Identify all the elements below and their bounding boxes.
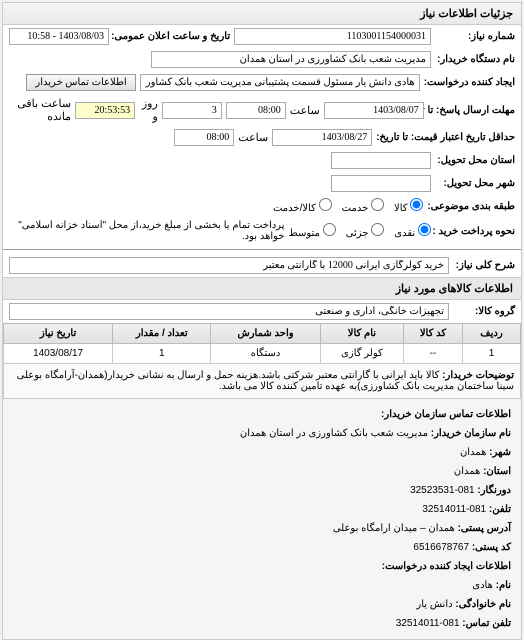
col-name: نام کالا <box>320 324 403 344</box>
creator-field <box>140 74 420 91</box>
deadline-label: مهلت ارسال پاسخ: تا تاریخ: <box>428 105 515 116</box>
items-table: ردیف کد کالا نام کالا واحد شمارش تعداد /… <box>3 323 521 399</box>
pay-label: نحوه پرداخت خرید : <box>435 226 515 237</box>
needno-field <box>234 28 431 45</box>
days-field <box>162 102 222 119</box>
buyer-label: نام دستگاه خریدار: <box>435 54 515 65</box>
remain-label: ساعت باقی مانده <box>9 97 71 123</box>
pay-radio-a[interactable] <box>418 223 431 236</box>
creator-contact-title: اطلاعات ایجاد کننده درخواست: <box>382 561 511 572</box>
col-date: تاریخ نیاز <box>4 324 113 344</box>
contact-title: اطلاعات تماس سازمان خریدار: <box>381 409 511 420</box>
buyer-field <box>151 51 431 68</box>
pay-radio-c[interactable] <box>323 223 336 236</box>
table-note-row: توضیحات خریدار: کالا باید ایرانی با گارا… <box>4 364 521 399</box>
class-radio-service[interactable] <box>371 198 384 211</box>
creator-label: ایجاد کننده درخواست: <box>424 77 515 88</box>
table-row: 1 -- کولر گازی دستگاه 1 1403/08/17 <box>4 344 521 364</box>
validity-time-field <box>174 129 234 146</box>
class-radio-group: کالا خدمت کالا/خدمت <box>273 198 423 214</box>
col-unit: واحد شمارش <box>211 324 320 344</box>
items-header: اطلاعات کالاهای مورد نیاز <box>3 277 521 300</box>
note-label: توضیحات خریدار: <box>442 370 514 381</box>
time-label-1: ساعت <box>290 104 320 117</box>
group-field <box>9 303 449 320</box>
remain-field <box>75 102 135 119</box>
province-field <box>331 152 431 169</box>
pubdate-field <box>9 28 109 45</box>
validity-label: حداقل تاریخ اعتبار قیمت: تا تاریخ: <box>376 132 515 143</box>
col-code: کد کالا <box>404 324 463 344</box>
pay-radio-b[interactable] <box>371 223 384 236</box>
class-radio-both[interactable] <box>319 198 332 211</box>
group-label: گروه کالا: <box>455 306 515 317</box>
deadline-time-field <box>226 102 286 119</box>
note-text: کالا باید ایرانی با گارانتی معتبر شرکتی … <box>17 370 514 392</box>
panel-title: جزئیات اطلاعات نیاز <box>3 3 521 25</box>
deadline-date-field <box>324 102 424 119</box>
pay-note: پرداخت تمام یا بخشی از مبلغ خرید،از محل … <box>9 220 284 242</box>
buyer-contact-button[interactable]: اطلاعات تماس خریدار <box>26 74 135 91</box>
class-label: طبقه بندی موضوعی: <box>427 201 515 212</box>
contact-block: اطلاعات تماس سازمان خریدار: نام سازمان خ… <box>3 399 521 639</box>
city-field <box>331 175 431 192</box>
needno-label: شماره نیاز: <box>435 31 515 42</box>
pay-radio-group: نقدی جزئی متوسط <box>288 223 431 239</box>
time-label-2: ساعت <box>238 131 268 144</box>
province-label: استان محل تحویل: <box>435 155 515 166</box>
city-label: شهر محل تحویل: <box>435 178 515 189</box>
need-details-panel: جزئیات اطلاعات نیاز شماره نیاز: تاریخ و … <box>2 2 522 640</box>
class-radio-goods[interactable] <box>410 198 423 211</box>
col-row: ردیف <box>462 324 520 344</box>
desc-label: شرح کلی نیاز: <box>455 260 515 271</box>
pubdate-label: تاریخ و ساعت اعلان عمومی: <box>113 31 230 42</box>
desc-field <box>9 257 449 274</box>
validity-date-field <box>272 129 372 146</box>
col-qty: تعداد / مقدار <box>113 324 211 344</box>
days-label: روز و <box>139 97 158 123</box>
